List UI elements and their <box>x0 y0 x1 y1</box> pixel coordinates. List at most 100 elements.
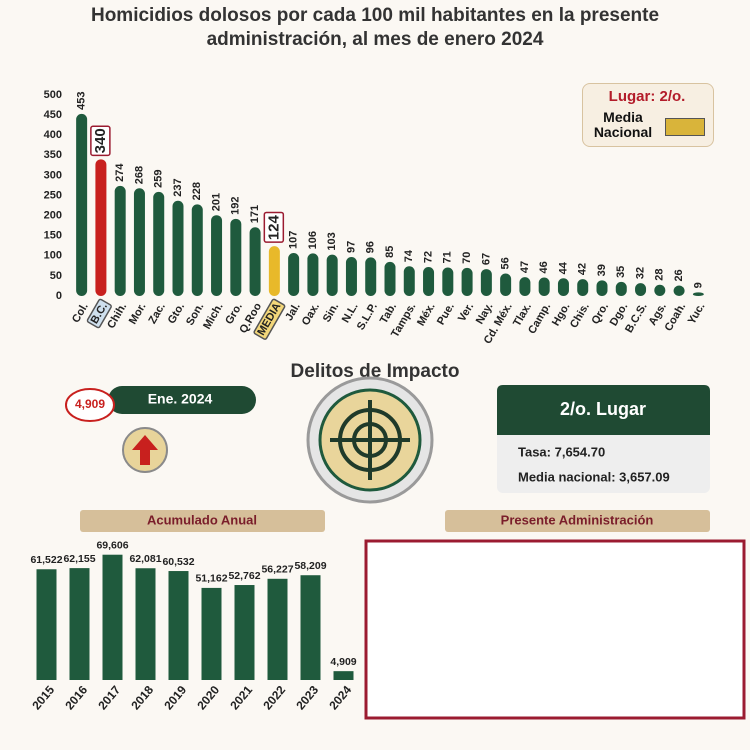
bar <box>519 277 531 296</box>
y-tick-label: 200 <box>44 210 62 222</box>
value-label: 47 <box>519 261 531 273</box>
value-label: 46 <box>538 261 550 273</box>
value-label: 192 <box>230 196 242 214</box>
panel-header <box>445 510 710 532</box>
value-label: 85 <box>384 246 396 258</box>
bar <box>461 267 473 296</box>
legend-swatch <box>665 118 705 136</box>
impact-value: 4,909 <box>75 397 105 411</box>
bar <box>76 113 88 296</box>
up-arrow <box>132 435 158 465</box>
bar <box>635 283 647 296</box>
value-label: 4,909 <box>330 656 356 668</box>
y-tick-label: 100 <box>44 250 62 262</box>
bar <box>333 671 354 680</box>
x-tick-label: Mich. <box>201 301 225 331</box>
y-tick-label: 350 <box>44 149 62 161</box>
bar <box>326 254 338 296</box>
value-label: 69,606 <box>96 539 128 551</box>
bar <box>557 278 569 296</box>
value-label: 453 <box>76 92 88 110</box>
value-label: 52,762 <box>228 570 260 582</box>
y-tick-label: 50 <box>50 270 62 282</box>
bar <box>191 204 203 296</box>
bar <box>345 257 357 296</box>
y-tick-label: 150 <box>44 230 62 242</box>
bar <box>211 215 223 296</box>
bar <box>654 284 666 296</box>
bar <box>172 200 184 296</box>
value-label: 60,532 <box>162 556 194 568</box>
value-label: 56,227 <box>261 564 293 576</box>
value-label: 28 <box>654 268 666 280</box>
target-icon <box>306 376 434 504</box>
bar <box>615 281 627 296</box>
value-label: 71 <box>442 251 454 263</box>
bar <box>102 554 123 680</box>
line-frame <box>364 539 746 720</box>
value-label: 74 <box>403 249 415 262</box>
x-tick-label: Sin. <box>321 301 341 324</box>
value-label: 340 <box>92 128 109 153</box>
x-tick-label: Mor. <box>127 301 149 327</box>
value-label: 228 <box>191 182 203 200</box>
value-label: 56 <box>500 257 512 269</box>
panel-title: Presente Administración <box>501 512 654 527</box>
y-tick-label: 250 <box>44 189 62 201</box>
value-label: 268 <box>133 166 145 184</box>
x-tick-label: Méx. <box>415 301 438 328</box>
bar <box>538 277 550 296</box>
value-label: 62,155 <box>63 553 95 565</box>
x-tick-label: 2021 <box>227 683 255 713</box>
label-box <box>86 298 112 329</box>
bar <box>307 253 319 296</box>
value-label: 70 <box>461 252 473 264</box>
bar <box>288 252 300 296</box>
bar <box>384 261 396 296</box>
value-label: 42 <box>577 263 589 275</box>
y-tick-label: 500 <box>44 89 62 101</box>
bar <box>168 571 189 680</box>
legend-title: Lugar: 2/o. <box>608 88 686 105</box>
bar <box>114 185 126 296</box>
value-label: 72 <box>422 251 434 263</box>
label-box <box>90 125 111 157</box>
section-title: Delitos de Impacto <box>291 361 460 382</box>
value-label: 35 <box>615 266 627 278</box>
value-label: 259 <box>153 170 165 188</box>
value-label: 124 <box>265 214 282 240</box>
bar <box>442 267 454 296</box>
bar <box>234 585 255 680</box>
y-tick-label: 450 <box>44 109 62 121</box>
national-rate: Media nacional: 3,657.09 <box>518 469 670 484</box>
bar <box>267 578 288 680</box>
value-label: 201 <box>210 193 222 211</box>
bar <box>365 257 377 296</box>
value-label: 96 <box>365 241 377 253</box>
bar <box>480 269 492 296</box>
value-label: 274 <box>114 163 126 182</box>
value-label: 44 <box>557 261 569 274</box>
period-pill <box>108 386 256 414</box>
bar <box>500 273 512 296</box>
panel-header <box>80 510 325 532</box>
x-tick-label: Pue. <box>435 301 457 327</box>
bar <box>230 218 242 296</box>
bar <box>268 246 280 296</box>
bar <box>300 575 321 680</box>
legend: Lugar: 2/o. Media Nacional <box>582 83 714 147</box>
value-label: 61,522 <box>30 554 62 566</box>
y-tick-label: 400 <box>44 129 62 141</box>
value-label: 9 <box>692 282 704 288</box>
rank-header <box>497 385 710 435</box>
value-label: 26 <box>673 269 685 281</box>
value-badge <box>65 388 115 422</box>
x-tick-label: 2015 <box>29 683 57 713</box>
bar <box>95 159 107 296</box>
x-tick-label: 2017 <box>95 683 123 713</box>
bar <box>403 266 415 296</box>
value-label: 32 <box>634 267 646 279</box>
value-label: 103 <box>326 232 338 250</box>
bar <box>135 568 156 680</box>
